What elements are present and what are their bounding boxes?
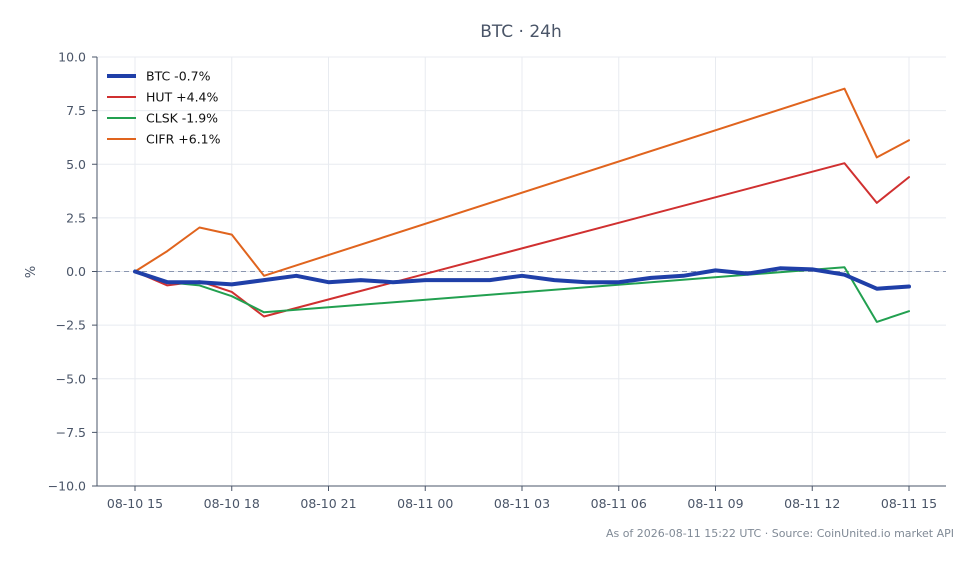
y-tick-label: 10.0	[58, 50, 86, 65]
x-tick-label: 08-11 06	[591, 496, 647, 511]
series-line-cifr	[134, 87, 910, 277]
x-tick-label: 08-10 15	[107, 496, 163, 511]
legend-label-cifr: CIFR +6.1%	[146, 132, 221, 147]
x-tick-label: 08-11 12	[784, 496, 840, 511]
y-tick-label: 5.0	[66, 157, 86, 172]
footer-source-note: As of 2026-08-11 15:22 UTC · Source: Coi…	[606, 527, 954, 540]
x-tick-label: 08-10 21	[300, 496, 356, 511]
x-tick-label: 08-11 00	[397, 496, 453, 511]
legend-label-btc: BTC -0.7%	[146, 69, 211, 84]
x-tick-label: 08-11 09	[687, 496, 743, 511]
legend-label-hut: HUT +4.4%	[146, 90, 219, 105]
x-tick-label: 08-10 18	[204, 496, 260, 511]
y-tick-label: 2.5	[66, 210, 86, 225]
x-tick-label: 08-11 15	[881, 496, 937, 511]
y-tick-label: −10.0	[48, 479, 86, 494]
chart-title: BTC · 24h	[480, 22, 562, 42]
y-tick-label: −2.5	[56, 318, 86, 333]
legend: BTC -0.7% HUT +4.4% CLSK -1.9% CIFR +6.1%	[107, 69, 221, 147]
y-axis-ticks: 10.0 7.5 5.0 2.5 0.0 −2.5 −5.0 −7.5 −10.0	[48, 50, 97, 494]
y-tick-label: 0.0	[66, 264, 86, 279]
legend-label-clsk: CLSK -1.9%	[146, 111, 218, 126]
series-lines	[133, 87, 911, 323]
x-axis-ticks: 08-10 15 08-10 18 08-10 21 08-11 00 08-11 03…	[107, 486, 937, 511]
y-tick-label: −7.5	[56, 425, 86, 440]
x-tick-label: 08-11 03	[494, 496, 550, 511]
series-line-btc	[133, 266, 911, 291]
y-axis-label: %	[24, 266, 39, 278]
y-tick-label: 7.5	[66, 103, 86, 118]
y-tick-label: −5.0	[56, 371, 86, 386]
